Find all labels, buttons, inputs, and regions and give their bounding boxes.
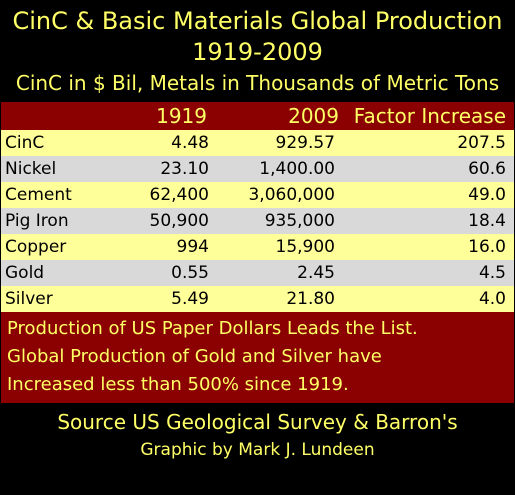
- table-cell: 15,900: [275, 237, 335, 257]
- table-body: CinC 4.48 929.57 207.5 Nickel 23.10 1,400.00 60…: [1, 130, 514, 312]
- table-cell: 23.10: [160, 159, 209, 179]
- production-table: 1919 2009 Factor Increase CinC 4.48 929.57…: [1, 102, 514, 312]
- table-row: Silver 5.49 21.80 4.0: [1, 286, 514, 312]
- note-line: Production of US Paper Dollars Leads the…: [7, 318, 418, 339]
- table-cell: 50,900: [149, 211, 209, 231]
- page-title: CinC & Basic Materials Global Production: [12, 7, 503, 35]
- table-row: Pig Iron 50,900 935,000 18.4: [1, 208, 514, 234]
- table-header-row: 1919 2009 Factor Increase: [1, 102, 514, 130]
- table-cell: 0.55: [171, 263, 209, 283]
- table-cell: 4.5: [478, 263, 506, 283]
- table-row: Nickel 23.10 1,400.00 60.6: [1, 156, 514, 182]
- note-box: Production of US Paper Dollars Leads the…: [1, 312, 514, 403]
- row-label: Gold: [5, 263, 45, 283]
- table-cell: 207.5: [457, 133, 506, 153]
- column-header: 2009: [288, 104, 339, 128]
- source-line: Source US Geological Survey & Barron's: [57, 410, 458, 434]
- table-cell: 935,000: [264, 211, 335, 231]
- note-line: Global Production of Gold and Silver hav…: [7, 346, 382, 367]
- table-cell: 16.0: [468, 237, 506, 257]
- table-cell: 2.45: [297, 263, 335, 283]
- table-cell: 4.48: [171, 133, 209, 153]
- table-cell: 1,400.00: [259, 159, 335, 179]
- row-label: CinC: [5, 133, 45, 153]
- table-row: CinC 4.48 929.57 207.5: [1, 130, 514, 156]
- table-cell: 49.0: [468, 185, 506, 205]
- table-cell: 18.4: [468, 211, 506, 231]
- units-note: CinC in $ Bil, Metals in Thousands of Me…: [15, 71, 500, 95]
- column-header: 1919: [156, 104, 207, 128]
- column-header: [1, 102, 105, 130]
- credit-line: Graphic by Mark J. Lundeen: [140, 440, 375, 460]
- table-cell: 4.0: [478, 289, 506, 309]
- row-label: Copper: [5, 237, 67, 257]
- table-row: Gold 0.55 2.45 4.5: [1, 260, 514, 286]
- row-label: Cement: [5, 185, 72, 205]
- table-row: Cement 62,400 3,060,000 49.0: [1, 182, 514, 208]
- row-label: Silver: [5, 289, 53, 309]
- row-label: Nickel: [5, 159, 57, 179]
- note-line: Increased less than 500% since 1919.: [7, 374, 349, 395]
- table-cell: 5.49: [171, 289, 209, 309]
- column-header: Factor Increase: [353, 104, 506, 128]
- page-subtitle: 1919-2009: [192, 38, 323, 66]
- table-row: Copper 994 15,900 16.0: [1, 234, 514, 260]
- table-cell: 62,400: [149, 185, 209, 205]
- table-cell: 21.80: [286, 289, 335, 309]
- row-label: Pig Iron: [5, 211, 69, 231]
- table-cell: 60.6: [468, 159, 506, 179]
- table-cell: 3,060,000: [248, 185, 335, 205]
- table-cell: 994: [176, 237, 209, 257]
- table-cell: 929.57: [275, 133, 335, 153]
